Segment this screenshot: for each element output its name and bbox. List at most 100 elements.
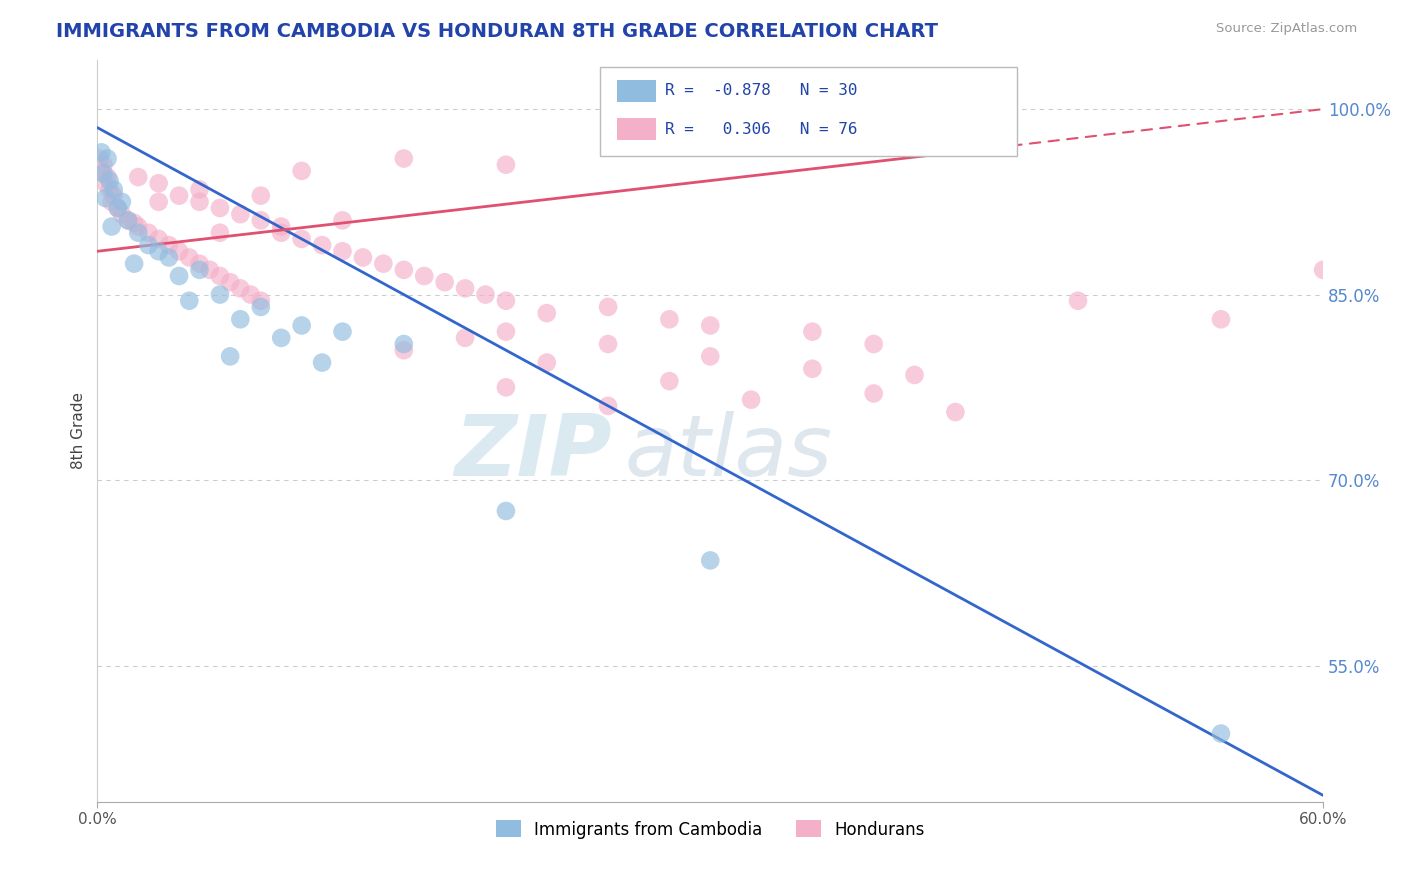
Point [801,325,824,339]
Point [474,287,496,301]
Point [229,207,252,221]
Point [89,152,111,166]
Point [127,226,149,240]
Point [148,232,170,246]
Point [270,226,292,240]
Point [97,152,120,166]
Point [148,194,170,209]
Point [801,361,824,376]
Text: ZIP: ZIP [454,411,612,494]
Text: IMMIGRANTS FROM CAMBODIA VS HONDURAN 8TH GRADE CORRELATION CHART: IMMIGRANTS FROM CAMBODIA VS HONDURAN 8TH… [56,22,938,41]
Point [495,293,517,308]
Point [239,287,262,301]
Point [270,331,292,345]
Point [148,244,170,259]
Point [208,287,231,301]
Point [1209,312,1232,326]
Point [495,504,517,518]
Point [249,188,271,202]
Point [117,213,139,227]
Point [208,226,231,240]
Point [903,368,925,382]
Point [90,164,112,178]
Point [392,337,415,351]
Point [93,166,115,180]
Point [97,170,120,185]
Point [90,145,112,160]
Point [229,281,252,295]
Point [862,386,884,401]
FancyBboxPatch shape [600,67,1017,156]
Point [100,194,122,209]
Legend: Immigrants from Cambodia, Hondurans: Immigrants from Cambodia, Hondurans [489,814,931,846]
Point [291,318,314,333]
Point [167,268,190,283]
Point [536,306,558,320]
Point [392,152,415,166]
Point [945,405,967,419]
Point [127,219,149,234]
Point [229,312,252,326]
Point [122,216,145,230]
Point [332,244,354,259]
Point [1312,262,1334,277]
Point [392,262,415,277]
Point [111,194,134,209]
Point [495,325,517,339]
Point [598,300,620,314]
Point [291,232,314,246]
Text: R =  -0.878   N = 30: R = -0.878 N = 30 [665,83,858,98]
Point [598,399,620,413]
Point [127,170,149,185]
Point [122,257,145,271]
Point [332,325,354,339]
Point [1209,726,1232,740]
Point [219,350,242,364]
Point [249,300,271,314]
Point [198,262,221,277]
Point [454,281,477,295]
FancyBboxPatch shape [617,79,657,102]
Point [188,257,211,271]
Point [208,201,231,215]
Point [107,201,129,215]
Point [111,207,134,221]
Point [413,268,436,283]
Point [103,182,125,196]
Point [188,182,211,196]
Point [291,164,314,178]
Point [138,226,160,240]
Point [311,355,333,369]
Point [862,337,884,351]
Point [188,262,211,277]
Point [658,374,681,388]
FancyBboxPatch shape [617,119,657,140]
Point [100,219,122,234]
Point [117,213,139,227]
Point [94,176,117,190]
Point [103,188,125,202]
Point [148,176,170,190]
Text: atlas: atlas [624,411,832,494]
Point [495,380,517,394]
Point [98,182,121,196]
Point [1067,293,1090,308]
Point [270,219,292,234]
Point [249,293,271,308]
Point [208,268,231,283]
Point [311,238,333,252]
Point [167,244,190,259]
Point [699,318,721,333]
Point [138,238,160,252]
Point [373,257,395,271]
Point [107,201,129,215]
Point [157,251,180,265]
Point [167,188,190,202]
Point [454,331,477,345]
Text: R =   0.306   N = 76: R = 0.306 N = 76 [665,122,858,136]
Point [699,553,721,567]
Point [93,158,115,172]
Point [179,251,201,265]
Point [392,343,415,358]
Text: Source: ZipAtlas.com: Source: ZipAtlas.com [1216,22,1357,36]
